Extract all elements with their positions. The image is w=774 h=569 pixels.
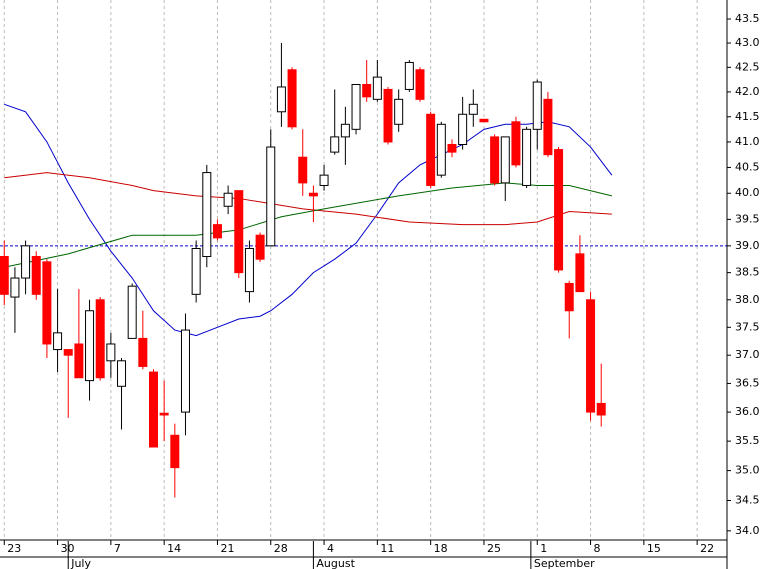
candle-body xyxy=(223,192,233,207)
candle-body xyxy=(468,103,478,115)
moving-average xyxy=(4,182,612,268)
candle-body xyxy=(95,299,105,379)
candle-body xyxy=(426,113,436,186)
candle-body xyxy=(31,256,41,295)
candle-body xyxy=(586,299,596,413)
candle-body xyxy=(106,343,116,362)
candle-body xyxy=(415,69,425,100)
candle-body xyxy=(138,337,148,367)
x-tick-label: 30 xyxy=(61,542,75,555)
candle-body xyxy=(372,76,382,100)
candle-body xyxy=(202,172,212,258)
y-tick-label: 40.5 xyxy=(735,160,760,173)
candle-body xyxy=(212,224,222,239)
candle-body xyxy=(298,156,308,184)
month-label: September xyxy=(534,557,595,569)
x-tick-label: 28 xyxy=(274,542,288,555)
candle-body xyxy=(127,285,137,339)
x-tick-label: 7 xyxy=(114,542,121,555)
candle-body xyxy=(53,332,63,351)
candle-body xyxy=(522,128,532,186)
x-tick-label: 14 xyxy=(167,542,181,555)
candle-body xyxy=(117,360,127,387)
candle-body xyxy=(596,402,606,416)
month-label: July xyxy=(70,557,91,569)
y-tick-label: 34.0 xyxy=(735,524,760,537)
candle-body xyxy=(330,136,340,153)
candle-body xyxy=(394,98,404,125)
y-tick-label: 36.0 xyxy=(735,405,760,418)
candle-body xyxy=(10,277,20,298)
y-tick-label: 38.5 xyxy=(735,266,760,279)
candle-body xyxy=(458,113,468,145)
candle-body xyxy=(266,146,276,247)
y-tick-label: 43.5 xyxy=(735,12,760,25)
y-tick-label: 34.5 xyxy=(735,493,760,506)
y-tick-label: 37.5 xyxy=(735,320,760,333)
candle-body xyxy=(383,88,393,143)
candle-body xyxy=(362,83,372,98)
candle-body xyxy=(159,412,169,416)
candle-body xyxy=(532,81,542,130)
x-tick-label: 15 xyxy=(647,542,661,555)
candle-body xyxy=(287,69,297,128)
moving-average xyxy=(4,103,613,337)
candle-body xyxy=(340,123,350,138)
y-tick-label: 37.0 xyxy=(735,348,760,361)
candle-body xyxy=(447,143,457,153)
y-tick-label: 35.0 xyxy=(735,464,760,477)
y-tick-label: 43.0 xyxy=(735,36,760,49)
candle-body xyxy=(319,174,329,186)
candle-body xyxy=(500,136,510,184)
x-tick-label: 4 xyxy=(327,542,334,555)
y-tick-label: 38.0 xyxy=(735,293,760,306)
y-tick-label: 36.5 xyxy=(735,376,760,389)
candle-body xyxy=(180,329,190,413)
candle-body xyxy=(575,253,585,293)
y-tick-label: 41.5 xyxy=(735,110,760,123)
candle-body xyxy=(0,256,9,295)
candle-body xyxy=(351,83,361,130)
y-tick-label: 39.5 xyxy=(735,212,760,225)
candle-body xyxy=(21,245,31,279)
y-tick-label: 40.0 xyxy=(735,186,760,199)
candle-body xyxy=(276,86,286,113)
month-label: August xyxy=(316,557,355,569)
x-tick-label: 1 xyxy=(540,542,547,555)
x-tick-label: 25 xyxy=(487,542,501,555)
candle-body xyxy=(543,98,553,156)
y-tick-label: 41.0 xyxy=(735,135,760,148)
candle-body xyxy=(42,261,52,345)
x-tick-label: 23 xyxy=(7,542,21,555)
candle-body xyxy=(255,234,265,260)
candle-body xyxy=(74,343,84,379)
candle-body xyxy=(554,149,564,271)
candle-body xyxy=(564,282,574,312)
y-tick-label: 42.0 xyxy=(735,85,760,98)
candle-body xyxy=(404,61,414,90)
x-tick-label: 21 xyxy=(220,542,234,555)
candle-body xyxy=(479,118,489,123)
y-tick-label: 35.5 xyxy=(735,434,760,447)
candle-body xyxy=(511,121,521,166)
x-tick-label: 18 xyxy=(434,542,448,555)
y-tick-label: 39.0 xyxy=(735,239,760,252)
x-tick-label: 8 xyxy=(594,542,601,555)
candle-body xyxy=(490,136,500,184)
candle-body xyxy=(244,247,254,293)
candle-body xyxy=(170,434,180,469)
x-tick-label: 22 xyxy=(700,542,714,555)
candle-body xyxy=(85,310,95,382)
candle-body xyxy=(149,371,159,448)
candle-body xyxy=(63,349,73,356)
y-tick-label: 42.5 xyxy=(735,60,760,73)
candle-body xyxy=(234,190,244,274)
candle-body xyxy=(436,123,446,176)
x-tick-label: 11 xyxy=(380,542,394,555)
candle-body xyxy=(191,247,201,295)
candle-body xyxy=(308,192,318,197)
moving-average xyxy=(4,172,612,226)
